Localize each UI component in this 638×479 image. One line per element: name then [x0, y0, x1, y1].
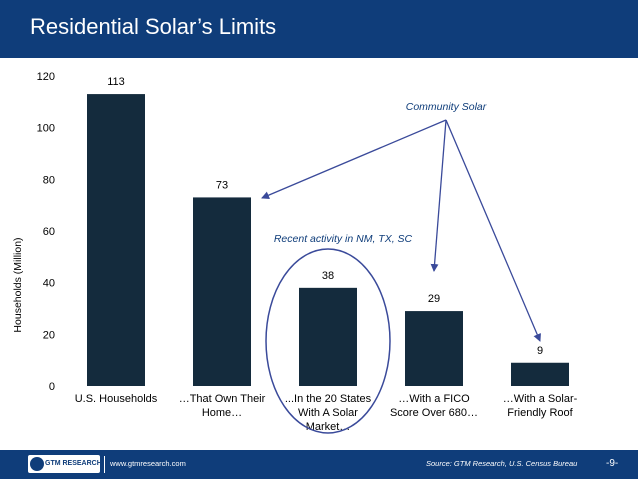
category-label: ...In the 20 States With A Solar Market… [285, 393, 372, 433]
highlight-ellipse [265, 248, 391, 434]
y-tick-label: 100 [37, 123, 55, 135]
y-tick-label: 0 [49, 381, 55, 393]
bar-value-label: 113 [107, 76, 125, 88]
y-tick-label: 60 [43, 226, 55, 238]
category-label-line: …That Own Their [179, 393, 266, 405]
category-label-line: U.S. Households [75, 393, 158, 405]
y-tick-label: 80 [43, 174, 55, 186]
footer-source: Source: GTM Research, U.S. Census Bureau [426, 459, 578, 468]
community-solar-arrows [261, 119, 541, 342]
bar-chart: Households (Million) 0 20 40 60 80 100 120 113… [12, 71, 578, 434]
y-tick-label: 120 [37, 71, 55, 83]
value-labels: 113 73 38 29 9 [107, 76, 543, 357]
bar-value-label: 29 [428, 293, 440, 305]
gtm-research-logo: GTM RESEARCH [28, 455, 102, 473]
category-label-line: Friendly Roof [507, 407, 573, 419]
y-axis-title-group: Households (Million) [12, 237, 24, 332]
category-label-line: ...In the 20 States [285, 393, 372, 405]
bar [87, 94, 145, 387]
bar-value-label: 73 [216, 179, 228, 191]
bar [405, 311, 463, 386]
logo-text: GTM RESEARCH [45, 460, 102, 467]
bar [299, 287, 357, 386]
annotation-community-solar: Community Solar [406, 101, 487, 113]
arrow-line [445, 119, 541, 342]
bar [511, 362, 569, 386]
category-label-line: Market… [306, 421, 351, 433]
category-label: …That Own Their Home… [179, 393, 266, 419]
category-label: U.S. Households [75, 393, 158, 405]
slide-title: Residential Solar’s Limits [30, 14, 277, 39]
arrow-line [261, 119, 447, 199]
footer-divider [104, 456, 105, 473]
y-tick-label: 20 [43, 329, 55, 341]
logo-badge-icon [30, 457, 44, 471]
arrow-line [430, 119, 447, 272]
footer-url-link[interactable]: www.gtmresearch.com [110, 459, 186, 468]
header-bar: Residential Solar’s Limits [0, 0, 638, 58]
category-label: …With a Solar- Friendly Roof [503, 393, 578, 419]
category-label-line: Home… [202, 407, 242, 419]
category-label: …With a FICO Score Over 680… [390, 393, 478, 419]
y-axis-title: Households (Million) [12, 237, 24, 332]
page-number: -9- [606, 458, 619, 469]
category-label-line: …With a FICO [398, 393, 470, 405]
footer-bar: GTM RESEARCH www.gtmresearch.com Source:… [0, 450, 638, 479]
bar-value-label: 9 [537, 345, 543, 357]
y-tick-label: 40 [43, 278, 55, 290]
category-label-line: With A Solar [298, 407, 358, 419]
category-label-line: …With a Solar- [503, 393, 578, 405]
bars [87, 94, 569, 387]
bar-value-label: 38 [322, 270, 334, 282]
bar [193, 197, 251, 386]
annotation-recent-activity: Recent activity in NM, TX, SC [274, 233, 413, 245]
category-labels: U.S. Households …That Own Their Home… ...In… [75, 393, 578, 433]
category-label-line: Score Over 680… [390, 407, 478, 419]
y-ticks: 0 20 40 60 80 100 120 [37, 71, 55, 393]
